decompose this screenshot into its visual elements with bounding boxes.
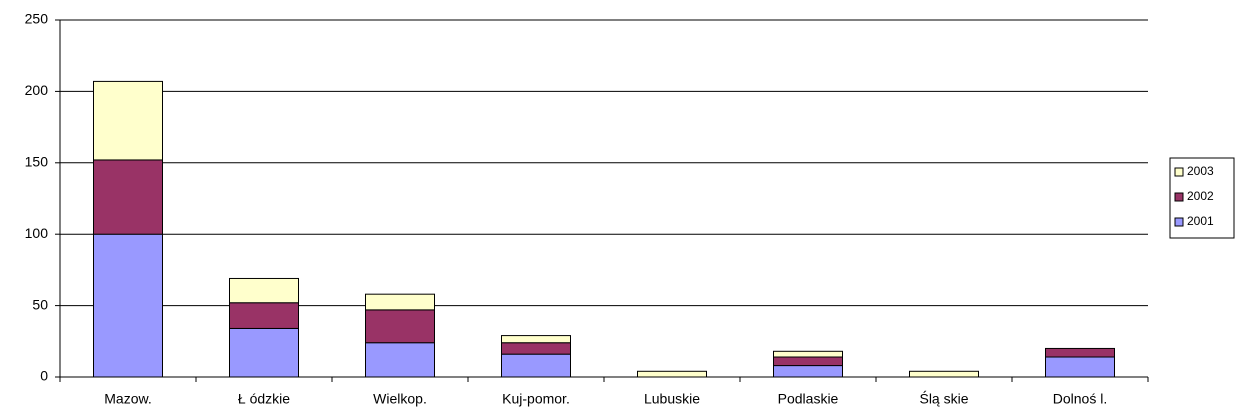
bar-segment	[229, 302, 299, 329]
x-tick-label: Wielkop.	[373, 391, 427, 407]
bar-segment	[229, 327, 299, 378]
legend-swatch	[1174, 192, 1184, 202]
legend-label: 2003	[1187, 164, 1214, 178]
bar-segment	[909, 370, 979, 378]
y-tick-label: 250	[25, 11, 49, 27]
bar-segment	[501, 342, 571, 355]
bar-segment	[501, 335, 571, 344]
bar-segment	[365, 342, 435, 378]
y-tick-label: 50	[32, 296, 48, 312]
x-tick-label: Ł ódzkie	[238, 391, 290, 407]
legend-swatch	[1174, 217, 1184, 227]
bar-segment	[229, 277, 299, 304]
bar-segment	[501, 353, 571, 378]
x-tick-label: Kuj-pomor.	[502, 391, 570, 407]
bar-segment	[365, 293, 435, 311]
bar-segment	[365, 309, 435, 344]
bar-segment	[773, 365, 843, 378]
bar-segment	[773, 350, 843, 358]
bar-segment	[773, 356, 843, 367]
y-tick-label: 150	[25, 154, 49, 170]
bar-segment	[93, 80, 163, 161]
bar-segment	[637, 370, 707, 378]
bar-segment	[1045, 347, 1115, 358]
bar-segment	[93, 233, 163, 378]
y-tick-label: 100	[25, 225, 49, 241]
y-tick-label: 0	[40, 368, 48, 384]
x-tick-label: Dolnoś l.	[1053, 391, 1107, 407]
legend-label: 2002	[1187, 189, 1214, 203]
bar-segment	[93, 159, 163, 235]
x-tick-label: Podlaskie	[778, 391, 839, 407]
y-tick-label: 200	[25, 82, 49, 98]
x-tick-label: Ślą skie	[919, 390, 968, 407]
legend: 2001 2002 2003	[1169, 157, 1235, 239]
legend-swatch	[1174, 167, 1184, 177]
legend-label: 2001	[1187, 214, 1214, 228]
bar-segment	[1045, 356, 1115, 378]
x-tick-label: Lubuskie	[644, 391, 700, 407]
x-tick-label: Mazow.	[104, 391, 151, 407]
